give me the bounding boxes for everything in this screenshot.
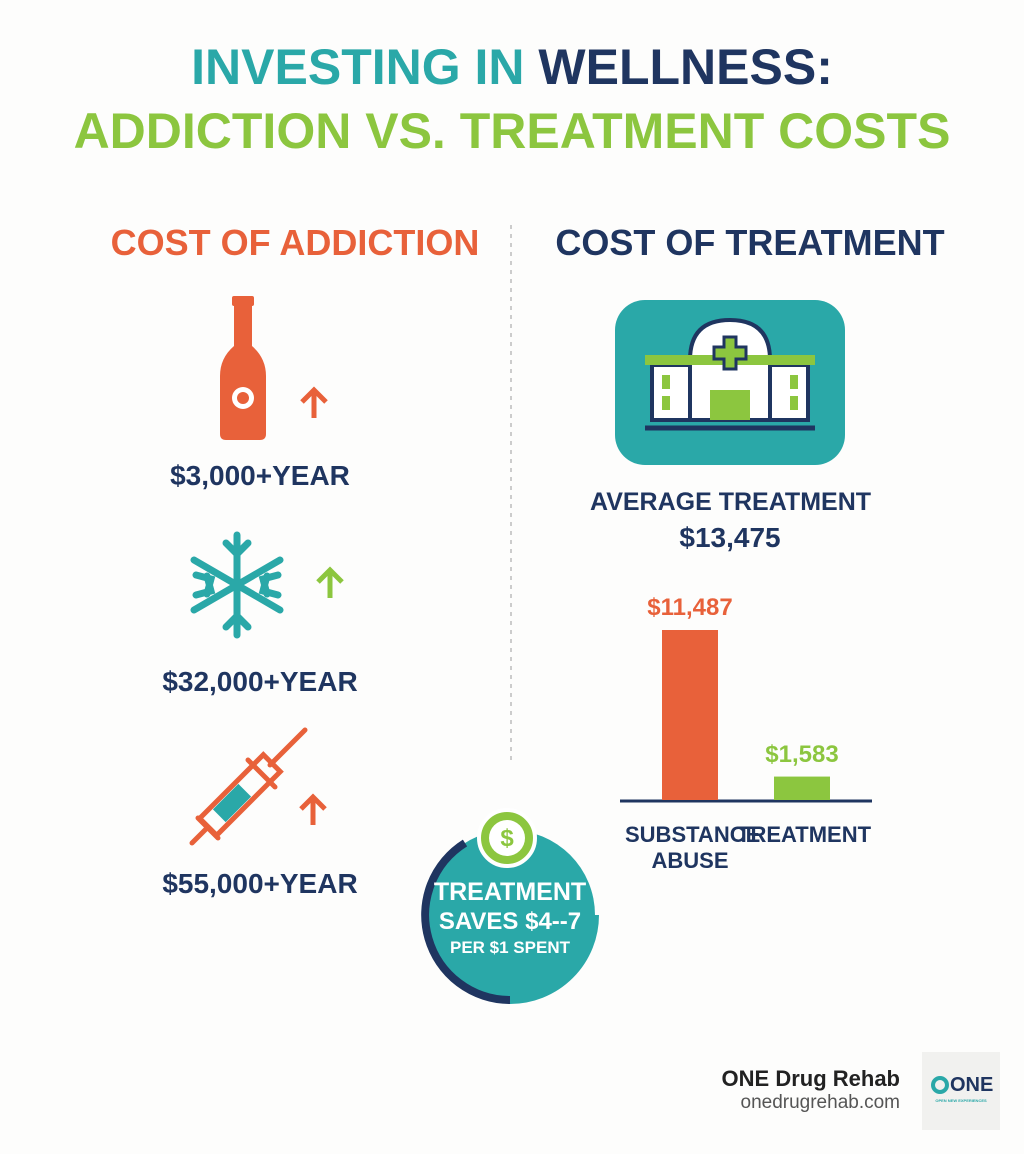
title-part: WELLNESS: <box>538 39 833 95</box>
arrow-up <box>299 793 327 825</box>
syringe-fill <box>212 783 252 823</box>
cost-item: $55,000+YEAR <box>162 868 358 899</box>
svg-text:$: $ <box>500 825 514 852</box>
hospital-icon <box>615 300 845 465</box>
snowflake-icon <box>190 531 284 639</box>
average-label: AVERAGE TREATMENT <box>590 488 872 516</box>
footer-brand: ONE Drug Rehab <box>721 1066 900 1091</box>
section-heading: COST OF TREATMENT <box>555 222 945 263</box>
bottle-icon <box>220 296 266 440</box>
savings-text: PER $1 SPENT <box>450 938 570 957</box>
logo-tagline: OPEN NEW EXPERIENCES <box>935 1098 987 1103</box>
category-label: TREATMENT <box>737 822 872 847</box>
logo-text: ONE <box>950 1074 994 1096</box>
value-label: $11,487 <box>647 594 733 621</box>
title-part: INVESTING IN <box>191 39 525 95</box>
syringe-icon <box>189 727 308 846</box>
average-value: $13,475 <box>679 522 781 553</box>
section-heading: COST OF ADDICTION <box>110 222 480 263</box>
title-line2: ADDICTION VS. TREATMENT COSTS <box>73 103 951 159</box>
category-label: SUBSTANCE ABUSE <box>625 822 761 873</box>
title-line1: INVESTING IN WELLNESS: <box>0 38 1024 96</box>
bar <box>774 776 830 800</box>
savings-text: SAVES $4--7 <box>438 908 582 935</box>
arrow-up <box>300 386 328 418</box>
value-label: $1,583 <box>765 740 839 768</box>
arrow-up <box>316 566 344 598</box>
cost-item: $32,000+YEAR <box>162 666 358 697</box>
savings-badge: $ <box>421 808 599 1004</box>
footer-url: onedrugrehab.com <box>740 1092 901 1113</box>
savings-text: TREATMENT <box>433 878 587 906</box>
cost-item: $3,000+YEAR <box>170 460 350 491</box>
bar <box>662 630 718 800</box>
logo-mark <box>931 1076 949 1094</box>
